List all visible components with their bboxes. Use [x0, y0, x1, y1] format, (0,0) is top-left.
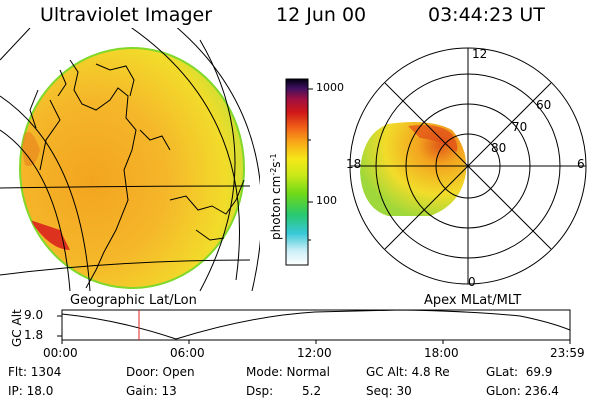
- mlt-label-12: 12: [472, 47, 488, 61]
- colorbar: [285, 78, 313, 266]
- info-door: Door: Open: [126, 365, 195, 379]
- altitude-curve: [61, 309, 571, 340]
- colorbar-unit-label: photon cm-2s-1: [269, 153, 283, 240]
- aurora-image-geo: [19, 47, 245, 289]
- info-flt: Flt: 1304: [8, 365, 62, 379]
- info-dsp-value: 5.2: [302, 384, 322, 398]
- altitude-xtick-0000: 00:00: [43, 346, 78, 360]
- altitude-plot: [57, 309, 571, 344]
- mlt-label-6: 6: [577, 157, 585, 171]
- info-gc-alt: GC Alt: 4.8 Re: [366, 365, 450, 379]
- colorbar-tick-100: 100: [316, 194, 337, 207]
- altitude-ylabel: GC Alt: [10, 309, 24, 347]
- geographic-image-panel: [0, 28, 260, 291]
- info-dsp-label: Dsp:: [246, 384, 274, 398]
- instrument-title: Ultraviolet Imager: [40, 4, 213, 26]
- mlt-label-18: 18: [346, 157, 362, 171]
- apex-panel-title: Apex MLat/MLT: [424, 293, 522, 308]
- info-glat: GLat: 69.9: [486, 365, 553, 379]
- altitude-plot-frame: [61, 309, 571, 341]
- aurora-image-polar: [360, 122, 467, 216]
- coastlines: [29, 59, 245, 289]
- mlat-label-60: 60: [536, 98, 552, 112]
- info-seq: Seq: 30: [366, 384, 412, 398]
- polar-grid: [349, 47, 587, 285]
- altitude-ytick-high: 9.0: [24, 308, 44, 322]
- info-mode: Mode: Normal: [246, 365, 330, 379]
- altitude-xtick-0600: 06:00: [170, 346, 205, 360]
- mlat-label-70: 70: [512, 120, 528, 134]
- geographic-panel-title: Geographic Lat/Lon: [70, 293, 197, 308]
- colorbar-tick-1000: 1000: [316, 81, 344, 94]
- altitude-xtick-1200: 12:00: [297, 346, 332, 360]
- altitude-ytick-low: 1.8: [24, 328, 44, 342]
- time-label: 03:44:23 UT: [428, 4, 545, 26]
- altitude-xtick-1800: 18:00: [424, 346, 459, 360]
- polar-plot: [349, 47, 587, 285]
- date-label: 12 Jun 00: [276, 4, 367, 26]
- aurora-hotspot: [30, 220, 70, 250]
- info-glon: GLon: 236.4: [486, 384, 559, 398]
- info-ip: IP: 18.0: [8, 384, 54, 398]
- info-gain: Gain: 13: [126, 384, 177, 398]
- mlat-label-80: 80: [491, 141, 507, 155]
- altitude-xtick-2359: 23:59: [550, 346, 585, 360]
- colorbar-scale: [285, 78, 309, 266]
- latlon-grid: [0, 28, 260, 291]
- mlt-label-0: 0: [468, 275, 476, 289]
